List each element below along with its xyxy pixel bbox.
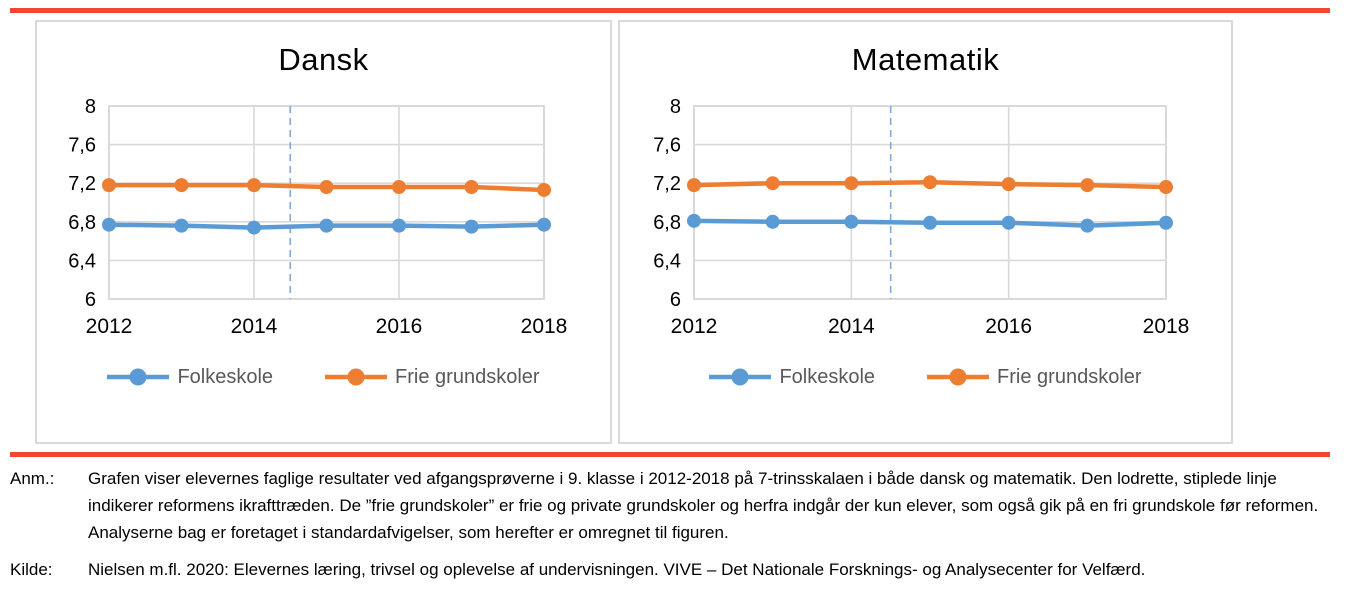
- data-point-marker: [464, 219, 479, 234]
- y-tick-label: 7,6: [68, 134, 96, 156]
- legend-item-folkeskole: Folkeskole: [107, 366, 273, 389]
- y-tick-label: 7,2: [68, 173, 96, 195]
- legend-label: Folkeskole: [177, 365, 274, 388]
- chart-svg: 6 6,4 6,8 7,2 7,6 8 2012 2014 2016 2018: [653, 96, 1189, 338]
- data-point-marker: [1079, 177, 1094, 192]
- x-tick-label: 2014: [827, 315, 874, 338]
- y-tick-label: 6,4: [68, 250, 96, 272]
- y-tick-label: 7,2: [653, 173, 681, 195]
- data-point-marker: [1158, 179, 1173, 194]
- data-point-marker: [765, 175, 780, 190]
- chart-panel-dansk: Dansk 6 6,4 6,8 7,2 7,6 8 2012 2014 2016 2018 Fol…: [35, 20, 612, 444]
- y-tick-label: 6,4: [653, 250, 681, 272]
- plot-border: [108, 104, 545, 300]
- x-tick-label: 2016: [985, 315, 1032, 338]
- figure-notes: Anm.: Grafen viser elevernes faglige res…: [10, 466, 1346, 583]
- data-point-marker: [392, 179, 406, 194]
- y-tick-label: 8: [85, 96, 96, 118]
- legend-item-frie-grundskoler: Frie grundskoler: [325, 366, 540, 389]
- x-tick-label: 2014: [231, 315, 278, 338]
- chart-panel-matematik: Matematik 6 6,4 6,8 7,2 7,6 8 2012 2014 2016 2018…: [618, 20, 1233, 444]
- legend-label: Frie grundskoler: [997, 365, 1142, 388]
- x-tick-label: 2018: [521, 315, 568, 338]
- y-tick-label: 7,6: [653, 134, 681, 156]
- data-point-marker: [686, 213, 701, 228]
- data-point-marker: [537, 182, 551, 197]
- chart-plot-dansk: 6 6,4 6,8 7,2 7,6 8 2012 2014 2016 2018: [51, 84, 596, 346]
- chart-plot-matematik: 6 6,4 6,8 7,2 7,6 8 2012 2014 2016 2018: [626, 84, 1226, 346]
- data-point-marker: [174, 218, 189, 233]
- y-tick-label: 8: [669, 96, 680, 118]
- legend-dansk: Folkeskole Frie grundskoler: [107, 366, 540, 389]
- legend-marker-icon: [709, 368, 772, 386]
- data-point-marker: [1158, 215, 1173, 230]
- data-point-marker: [247, 177, 261, 192]
- data-point-marker: [922, 215, 937, 230]
- data-point-marker: [102, 177, 116, 192]
- y-tick-label: 6: [85, 289, 96, 311]
- y-tick-label: 6,8: [68, 211, 96, 233]
- y-tick-label: 6,8: [653, 211, 681, 233]
- data-point-marker: [765, 214, 780, 229]
- legend-label: Folkeskole: [779, 365, 876, 388]
- data-point-marker: [686, 177, 701, 192]
- annotation-row: Anm.: Grafen viser elevernes faglige res…: [10, 466, 1346, 547]
- legend-matematik: Folkeskole Frie grundskoler: [709, 366, 1142, 389]
- legend-marker-icon: [927, 368, 990, 386]
- data-point-marker: [247, 220, 261, 235]
- x-tick-label: 2012: [86, 315, 133, 338]
- bottom-divider-line: [10, 452, 1330, 457]
- data-point-marker: [464, 179, 479, 194]
- anm-label: Anm.:: [10, 469, 55, 488]
- data-point-marker: [843, 214, 858, 229]
- data-point-marker: [1079, 218, 1094, 233]
- legend-item-folkeskole: Folkeskole: [709, 366, 875, 389]
- top-divider-line: [10, 8, 1330, 13]
- data-point-marker: [1001, 215, 1016, 230]
- kilde-text: Nielsen m.fl. 2020: Elevernes læring, tr…: [88, 559, 1146, 579]
- legend-label: Frie grundskoler: [395, 365, 540, 388]
- x-tick-label: 2012: [670, 315, 717, 338]
- kilde-label: Kilde:: [10, 559, 53, 579]
- data-point-marker: [392, 218, 406, 233]
- plot-border: [692, 104, 1167, 300]
- y-tick-label: 6: [669, 289, 680, 311]
- chart-title-matematik: Matematik: [851, 42, 1000, 77]
- data-point-marker: [843, 175, 858, 190]
- data-point-marker: [102, 217, 116, 232]
- legend-item-frie-grundskoler: Frie grundskoler: [927, 366, 1142, 389]
- x-tick-label: 2018: [1142, 315, 1189, 338]
- data-point-marker: [319, 218, 334, 233]
- data-point-marker: [922, 174, 937, 189]
- data-point-marker: [319, 179, 334, 194]
- anm-text: Grafen viser elevernes faglige resultate…: [88, 469, 1319, 542]
- source-row: Kilde: Nielsen m.fl. 2020: Elevernes lær…: [10, 557, 1346, 584]
- data-point-marker: [537, 217, 551, 232]
- legend-marker-icon: [325, 368, 388, 386]
- chart-svg: 6 6,4 6,8 7,2 7,6 8 2012 2014 2016 2018: [68, 96, 568, 338]
- legend-marker-icon: [107, 368, 170, 386]
- data-point-marker: [174, 177, 189, 192]
- chart-title-dansk: Dansk: [278, 42, 369, 77]
- data-point-marker: [1001, 176, 1016, 191]
- x-tick-label: 2016: [376, 315, 423, 338]
